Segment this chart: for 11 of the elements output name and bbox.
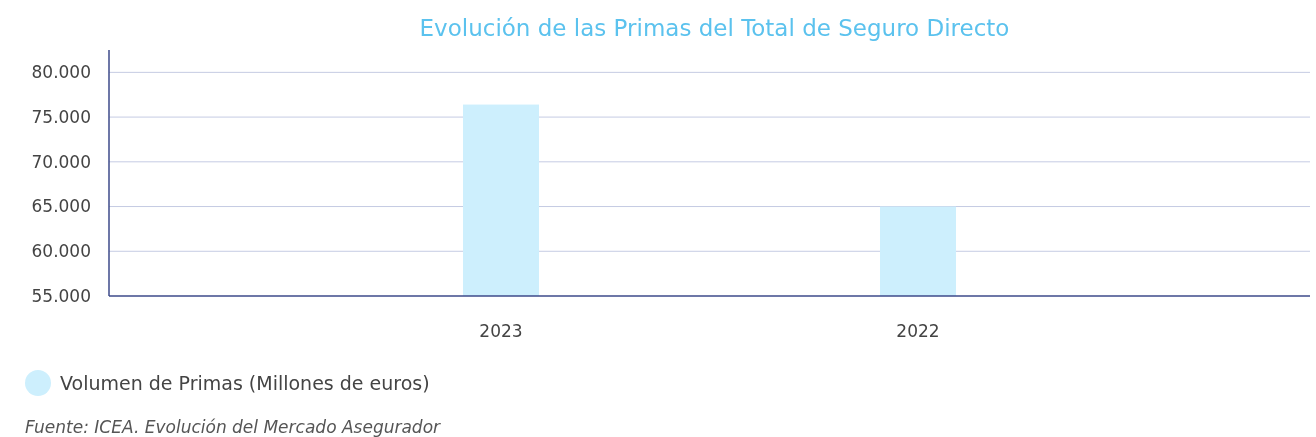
source-note: Fuente: ICEA. Evolución del Mercado Asegurador xyxy=(25,417,442,437)
x-tick-label: 2023 xyxy=(479,321,523,341)
y-tick-label: 75.000 xyxy=(31,107,91,128)
y-tick-label: 65.000 xyxy=(31,196,91,217)
y-tick-label: 60.000 xyxy=(31,241,91,262)
y-tick-label: 70.000 xyxy=(31,151,91,172)
x-tick-label: 2022 xyxy=(896,321,940,341)
y-tick-label: 55.000 xyxy=(31,285,91,306)
y-tick-label: 80.000 xyxy=(31,62,91,83)
chart-title: Evolución de las Primas del Total de Seguro Directo xyxy=(419,15,1010,41)
legend-label: Volumen de Primas (Millones de euros) xyxy=(60,371,430,394)
